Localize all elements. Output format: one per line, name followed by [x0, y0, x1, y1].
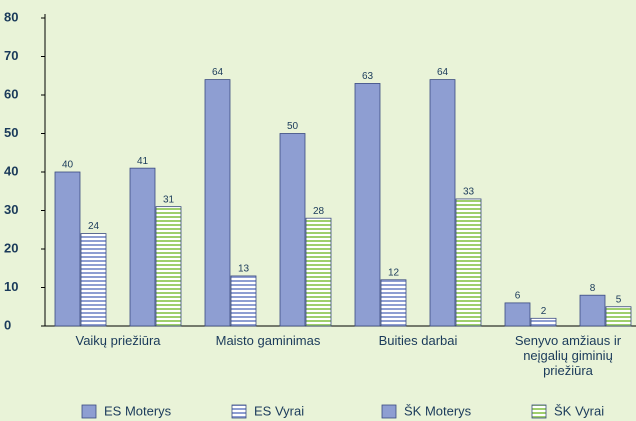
bar	[54, 171, 81, 327]
data-label: 8	[590, 283, 596, 294]
x-tick-label: Maisto gaminimas	[215, 333, 321, 348]
bar	[380, 279, 407, 327]
data-label: 50	[287, 121, 299, 132]
legend-label: ES Moterys	[104, 403, 172, 418]
data-label: 6	[515, 291, 521, 302]
bar	[155, 206, 182, 327]
data-label: 24	[88, 221, 100, 232]
bar	[530, 317, 557, 327]
data-label: 12	[388, 267, 400, 278]
y-tick-label: 0	[4, 317, 11, 332]
y-tick-label: 20	[4, 240, 18, 255]
y-tick-label: 40	[4, 163, 18, 178]
y-tick-label: 50	[4, 125, 18, 140]
legend-swatch	[81, 404, 97, 419]
bar	[279, 133, 306, 327]
bar	[605, 306, 632, 327]
data-label: 64	[212, 67, 224, 78]
bar	[429, 79, 456, 327]
data-label: 28	[313, 206, 325, 217]
bar	[129, 167, 156, 327]
bar	[230, 275, 257, 327]
legend-label: ES Vyrai	[254, 403, 304, 418]
data-label: 13	[238, 264, 250, 275]
legend-swatch	[531, 404, 547, 419]
y-tick-label: 60	[4, 86, 18, 101]
y-tick-label: 80	[4, 9, 18, 24]
data-label: 64	[437, 67, 449, 78]
data-label: 31	[163, 194, 175, 205]
x-tick-label: Vaikų priežiūra	[75, 333, 161, 348]
bar	[579, 294, 606, 327]
legend-label: ŠK Vyrai	[554, 403, 604, 418]
y-tick-label: 10	[4, 279, 18, 294]
bar	[504, 302, 531, 327]
x-tick-label: Buities darbai	[378, 333, 458, 348]
data-label: 63	[362, 71, 374, 82]
bar	[354, 83, 381, 327]
y-tick-label: 70	[4, 48, 18, 63]
data-label: 33	[463, 187, 475, 198]
x-tick-label: Senyvo amžiaus ir neįgalių giminių priež…	[514, 333, 622, 378]
data-label: 5	[616, 294, 622, 305]
bar	[80, 233, 107, 327]
data-label: 41	[137, 156, 149, 167]
bar	[204, 79, 231, 327]
data-label: 40	[62, 160, 74, 171]
bar	[305, 217, 332, 327]
legend-swatch	[231, 404, 247, 419]
legend-swatch	[381, 404, 397, 419]
bar	[455, 198, 482, 327]
y-tick-label: 30	[4, 202, 18, 217]
data-label: 2	[541, 306, 547, 317]
legend-label: ŠK Moterys	[404, 403, 472, 418]
